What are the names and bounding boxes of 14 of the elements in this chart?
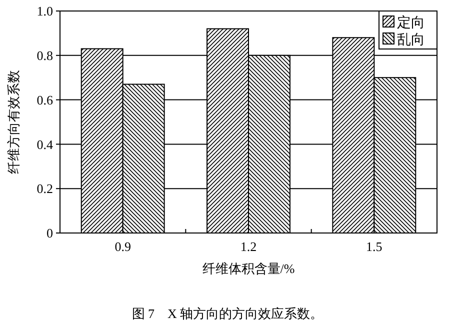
legend-label: 乱向 [397,32,425,48]
x-axis-title: 纤维体积含量/% [202,261,295,276]
y-tick-label: 0.6 [36,92,54,108]
y-tick-label: 0.4 [36,136,54,152]
legend-label: 定向 [397,14,425,31]
y-tick-label: 0.8 [36,48,53,63]
y-tick-label: 0 [46,226,53,241]
caption: 图 7 X 轴方向的方向效应系数。 [132,306,324,321]
x-tick-label: 0.9 [114,239,131,254]
y-axis-title: 纤维方向有效系数 [6,70,21,174]
y-tick-label: 1.0 [36,4,53,19]
x-tick-label: 1.5 [366,239,382,254]
x-tick-label: 1.2 [240,239,257,254]
y-tick-label: 0.2 [36,181,53,196]
